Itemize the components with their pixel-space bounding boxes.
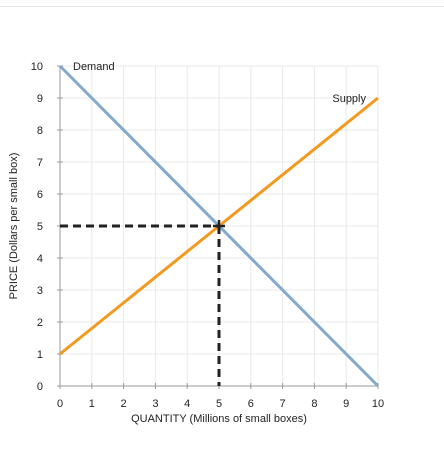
x-tick-label: 8 — [311, 398, 317, 410]
x-tick-label: 6 — [248, 398, 254, 410]
y-tick-label: 1 — [37, 349, 43, 361]
y-tick-label: 2 — [37, 317, 43, 329]
x-tick-label: 10 — [372, 398, 384, 410]
x-tick-label: 1 — [89, 398, 95, 410]
top-divider — [0, 6, 444, 7]
y-tick-label: 0 — [37, 381, 43, 393]
y-tick-label: 7 — [37, 157, 43, 169]
x-tick-label: 0 — [57, 398, 63, 410]
x-tick-label: 5 — [216, 398, 222, 410]
series-label-supply: Supply — [332, 93, 366, 105]
y-axis-title: PRICE (Dollars per small box) — [8, 153, 20, 300]
x-tick-label: 3 — [152, 398, 158, 410]
x-tick-label: 9 — [343, 398, 349, 410]
y-tick-label: 8 — [37, 125, 43, 137]
y-tick-label: 6 — [37, 189, 43, 201]
labels: 0 1 2 3 4 5 6 7 8 9 10 0 1 2 3 4 5 6 7 8 9 10 Demand Supply QUAN… — [8, 61, 384, 425]
y-tick-label: 4 — [37, 253, 43, 265]
x-tick-label: 7 — [280, 398, 286, 410]
y-tick-label: 9 — [37, 93, 43, 105]
x-tick-label: 4 — [184, 398, 190, 410]
equilibrium-guides — [60, 220, 225, 386]
x-axis-title: QUANTITY (Millions of small boxes) — [131, 413, 307, 425]
y-tick-label: 3 — [37, 285, 43, 297]
series-label-demand: Demand — [73, 61, 115, 73]
y-tick-label: 5 — [37, 221, 43, 233]
x-tick-label: 2 — [121, 398, 127, 410]
y-tick-label: 10 — [31, 61, 43, 73]
